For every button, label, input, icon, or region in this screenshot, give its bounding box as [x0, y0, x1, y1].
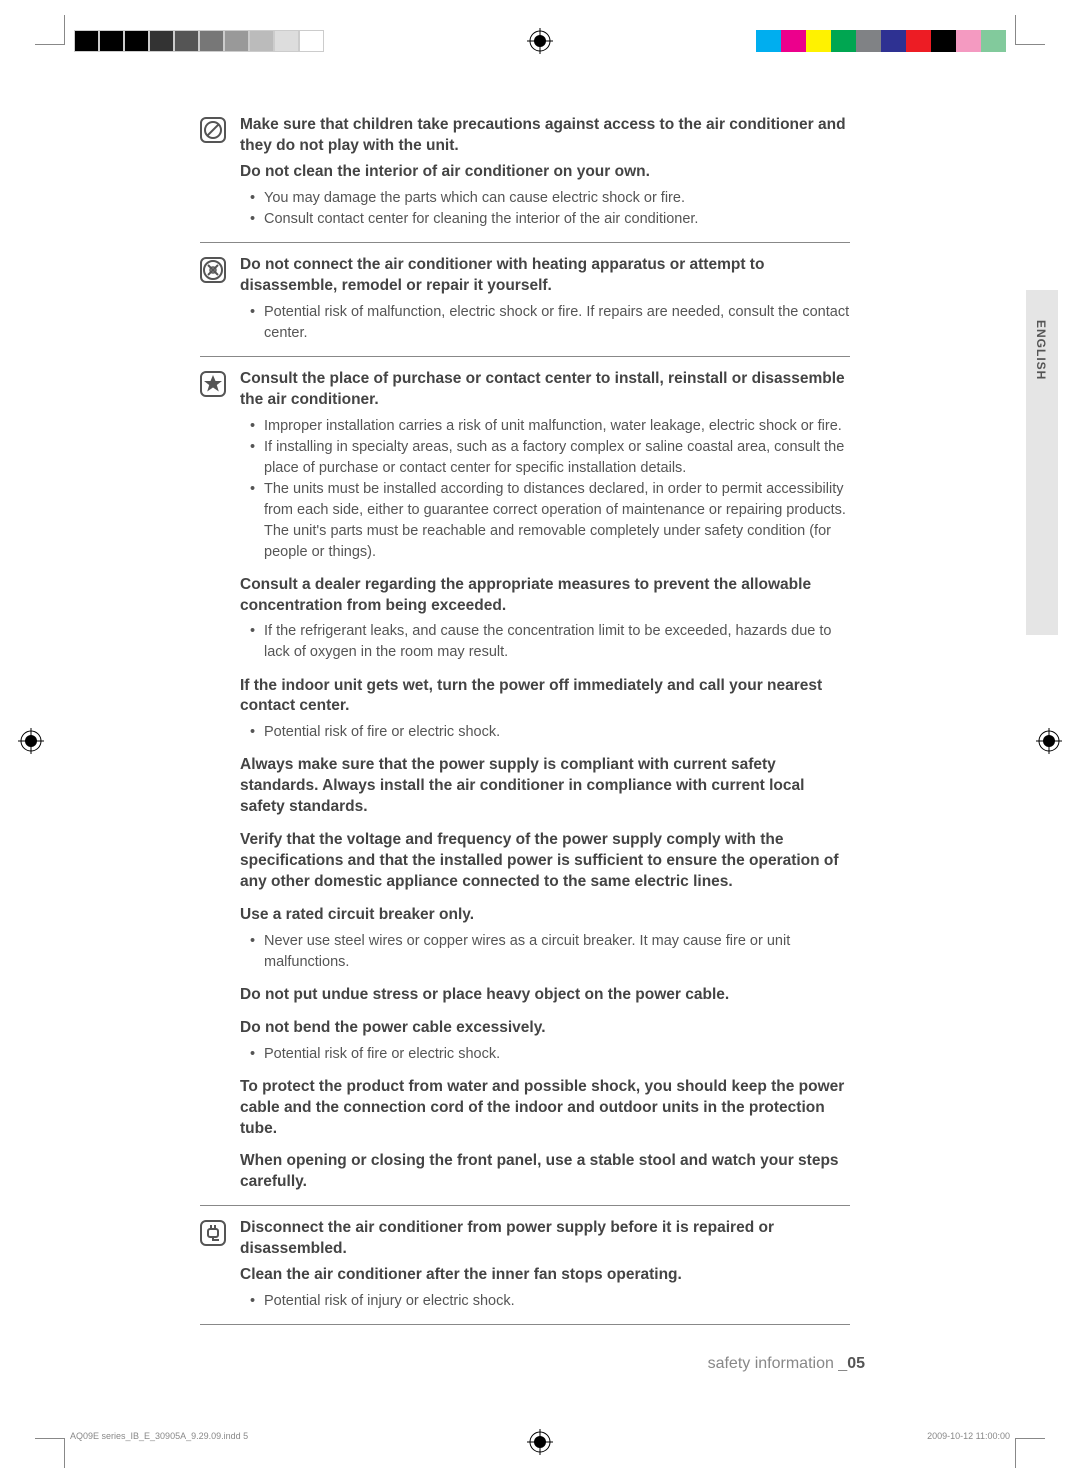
- list-item: If installing in specialty areas, such a…: [250, 437, 850, 479]
- list-item: Potential risk of fire or electric shock…: [250, 1044, 850, 1065]
- section-do-not-disassemble: Do not connect the air conditioner with …: [200, 255, 850, 357]
- swatch: [956, 30, 981, 52]
- heading: Make sure that children take precautions…: [240, 115, 850, 157]
- crop-mark: [1015, 15, 1045, 45]
- swatch: [756, 30, 781, 52]
- list-item: The units must be installed according to…: [250, 479, 850, 563]
- heading: When opening or closing the front panel,…: [240, 1151, 850, 1193]
- list-item: You may damage the parts which can cause…: [250, 188, 850, 209]
- color-bar-left: [74, 30, 324, 52]
- heading: Consult a dealer regarding the appropria…: [240, 575, 850, 617]
- bullet-list: If the refrigerant leaks, and cause the …: [250, 621, 850, 663]
- registration-mark: [18, 728, 44, 754]
- swatch: [149, 30, 174, 52]
- registration-mark: [527, 1429, 553, 1455]
- disassemble-icon: [200, 257, 226, 283]
- page-content: Make sure that children take precautions…: [200, 115, 850, 1337]
- section-instruction: Consult the place of purchase or contact…: [200, 369, 850, 1207]
- swatch: [199, 30, 224, 52]
- crop-mark: [35, 1438, 65, 1468]
- prohibition-icon: [200, 117, 226, 143]
- page-footer: safety information _05: [708, 1355, 865, 1373]
- swatch: [249, 30, 274, 52]
- divider: [200, 1324, 850, 1325]
- list-item: Never use steel wires or copper wires as…: [250, 931, 850, 973]
- heading: Do not connect the air conditioner with …: [240, 255, 850, 297]
- swatch: [806, 30, 831, 52]
- swatch: [174, 30, 199, 52]
- heading: Use a rated circuit breaker only.: [240, 905, 850, 926]
- list-item: Potential risk of injury or electric sho…: [250, 1291, 850, 1312]
- list-item: Consult contact center for cleaning the …: [250, 209, 850, 230]
- star-icon: [200, 371, 226, 397]
- footer-label: safety information _: [708, 1355, 848, 1372]
- bullet-list: You may damage the parts which can cause…: [250, 188, 850, 230]
- heading: Disconnect the air conditioner from powe…: [240, 1218, 850, 1260]
- heading: Do not put undue stress or place heavy o…: [240, 985, 850, 1006]
- bullet-list: Potential risk of injury or electric sho…: [250, 1291, 850, 1312]
- list-item: Improper installation carries a risk of …: [250, 416, 850, 437]
- language-label: ENGLISH: [1034, 320, 1048, 380]
- swatch: [906, 30, 931, 52]
- bullet-list: Potential risk of fire or electric shock…: [250, 722, 850, 743]
- page-number: 05: [847, 1355, 865, 1372]
- swatch: [856, 30, 881, 52]
- section-prohibition: Make sure that children take precautions…: [200, 115, 850, 243]
- language-tab: ENGLISH: [1026, 290, 1058, 635]
- list-item: Potential risk of fire or electric shock…: [250, 722, 850, 743]
- crop-mark: [35, 15, 65, 45]
- heading: Consult the place of purchase or contact…: [240, 369, 850, 411]
- swatch: [981, 30, 1006, 52]
- swatch: [931, 30, 956, 52]
- swatch: [274, 30, 299, 52]
- list-item: Potential risk of malfunction, electric …: [250, 302, 850, 344]
- heading: Do not bend the power cable excessively.: [240, 1018, 850, 1039]
- swatch: [781, 30, 806, 52]
- heading: Verify that the voltage and frequency of…: [240, 830, 850, 893]
- swatch: [124, 30, 149, 52]
- registration-mark: [527, 28, 553, 54]
- divider: [200, 242, 850, 243]
- list-item: If the refrigerant leaks, and cause the …: [250, 621, 850, 663]
- bullet-list: Improper installation carries a risk of …: [250, 416, 850, 563]
- heading: If the indoor unit gets wet, turn the po…: [240, 676, 850, 718]
- swatch: [224, 30, 249, 52]
- bullet-list: Potential risk of fire or electric shock…: [250, 1044, 850, 1065]
- swatch: [74, 30, 99, 52]
- divider: [200, 356, 850, 357]
- bullet-list: Never use steel wires or copper wires as…: [250, 931, 850, 973]
- divider: [200, 1205, 850, 1206]
- heading: To protect the product from water and po…: [240, 1077, 850, 1140]
- registration-mark: [1036, 728, 1062, 754]
- heading: Clean the air conditioner after the inne…: [240, 1265, 850, 1286]
- heading: Do not clean the interior of air conditi…: [240, 162, 850, 183]
- heading: Always make sure that the power supply i…: [240, 755, 850, 818]
- indd-filename: AQ09E series_IB_E_30905A_9.29.09.indd 5: [70, 1431, 248, 1441]
- swatch: [99, 30, 124, 52]
- indd-timestamp: 2009-10-12 11:00:00: [927, 1431, 1010, 1441]
- swatch: [831, 30, 856, 52]
- plug-icon: [200, 1220, 226, 1246]
- color-bar-right: [756, 30, 1006, 52]
- swatch: [299, 30, 324, 52]
- crop-mark: [1015, 1438, 1045, 1468]
- swatch: [881, 30, 906, 52]
- bullet-list: Potential risk of malfunction, electric …: [250, 302, 850, 344]
- section-unplug: Disconnect the air conditioner from powe…: [200, 1218, 850, 1325]
